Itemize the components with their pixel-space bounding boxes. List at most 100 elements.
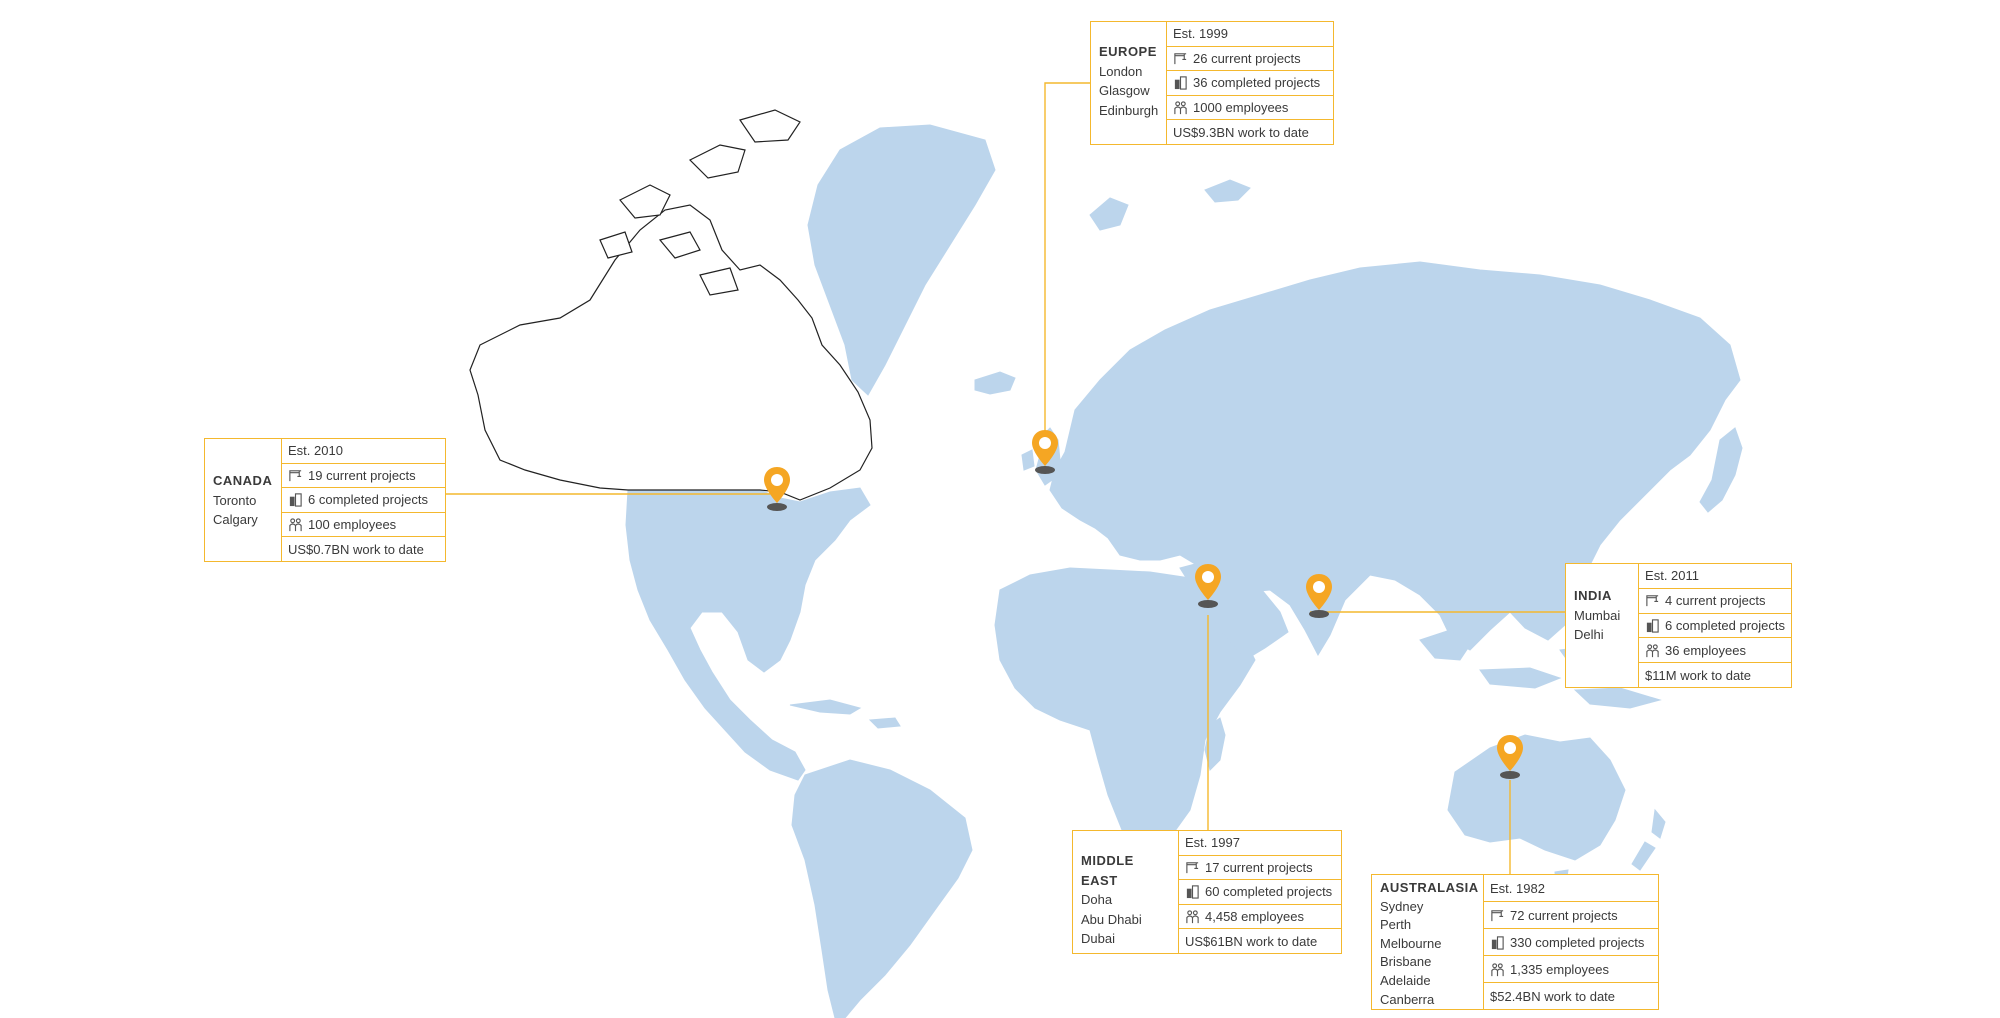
region-name: AUSTRALASIA	[1380, 880, 1479, 895]
work-to-date-row: US$61BN work to date	[1179, 929, 1341, 953]
city-label: Calgary	[213, 512, 258, 527]
new-zealand-landmass	[1631, 808, 1666, 871]
employees-label: 100 employees	[308, 517, 397, 533]
employees-label: 4,458 employees	[1205, 909, 1305, 925]
buildings-icon	[1186, 885, 1199, 900]
region-card-australasia: AUSTRALASIA Sydney Perth Melbourne Brisb…	[1371, 874, 1659, 1010]
people-icon	[1186, 910, 1199, 924]
map-pin-middle-east[interactable]	[1193, 562, 1223, 610]
iceland-landmass	[974, 371, 1016, 395]
employees-row: 100 employees	[282, 513, 445, 538]
region-card-india: INDIA Mumbai Delhi Est. 2011 4 current p…	[1565, 563, 1792, 688]
established-row: Est. 2010	[282, 439, 445, 464]
map-pin-india[interactable]	[1304, 572, 1334, 620]
work-to-date-label: US$61BN work to date	[1185, 933, 1318, 949]
region-cities: MIDDLE EAST Doha Abu Dhabi Dubai	[1073, 831, 1179, 953]
people-icon	[1491, 962, 1504, 976]
employees-row: 1000 employees	[1167, 96, 1333, 121]
current-projects-row: 17 current projects	[1179, 856, 1341, 881]
region-card-canada: CANADA Toronto Calgary Est. 2010 19 curr…	[204, 438, 446, 562]
region-cities: AUSTRALASIA Sydney Perth Melbourne Brisb…	[1372, 875, 1484, 1009]
city-label: Brisbane	[1380, 954, 1432, 970]
region-stats: Est. 1999 26 current projects 36 complet…	[1167, 22, 1333, 144]
crane-icon	[1646, 595, 1659, 607]
current-projects-label: 19 current projects	[308, 467, 416, 483]
crane-icon	[1186, 862, 1199, 874]
city-label: Glasgow	[1099, 83, 1150, 98]
employees-label: 1,335 employees	[1510, 961, 1610, 977]
completed-projects-row: 60 completed projects	[1179, 880, 1341, 905]
city-label: Dubai	[1081, 931, 1115, 946]
work-to-date-row: $11M work to date	[1639, 663, 1791, 687]
madagascar-landmass	[1204, 717, 1226, 771]
current-projects-label: 72 current projects	[1510, 907, 1618, 923]
completed-projects-label: 36 completed projects	[1193, 75, 1321, 91]
city-label: Doha	[1081, 892, 1113, 907]
buildings-icon	[1646, 619, 1659, 633]
australia-landmass	[1447, 734, 1626, 861]
region-card-europe: EUROPE London Glasgow Edinburgh Est. 199…	[1090, 21, 1334, 145]
completed-projects-row: 6 completed projects	[1639, 614, 1791, 639]
established-label: Est. 1997	[1185, 835, 1240, 851]
south-america-landmass	[791, 759, 973, 1018]
work-to-date-label: $11M work to date	[1645, 667, 1752, 683]
people-icon	[1174, 101, 1187, 115]
map-pin-canada[interactable]	[762, 465, 792, 513]
established-row: Est. 1982	[1484, 875, 1658, 902]
city-label: Canberra	[1380, 991, 1435, 1007]
region-stats: Est. 1997 17 current projects 60 complet…	[1179, 831, 1341, 953]
established-label: Est. 2010	[288, 443, 343, 459]
crane-icon	[289, 470, 302, 482]
city-label: Delhi	[1574, 627, 1604, 642]
region-name: MIDDLE EAST	[1081, 853, 1134, 888]
region-cities: EUROPE London Glasgow Edinburgh	[1091, 22, 1167, 144]
established-row: Est. 1997	[1179, 831, 1341, 856]
work-to-date-row: $52.4BN work to date	[1484, 983, 1658, 1009]
work-to-date-row: US$9.3BN work to date	[1167, 120, 1333, 144]
established-row: Est. 1999	[1167, 22, 1333, 47]
current-projects-row: 19 current projects	[282, 464, 445, 489]
buildings-icon	[289, 493, 302, 508]
region-stats: Est. 1982 72 current projects 330 comple…	[1484, 875, 1658, 1009]
city-label: Melbourne	[1380, 935, 1442, 951]
buildings-icon	[1174, 76, 1187, 91]
work-to-date-label: $52.4BN work to date	[1490, 988, 1616, 1004]
city-label: Sydney	[1380, 898, 1424, 914]
current-projects-row: 26 current projects	[1167, 47, 1333, 72]
city-label: Toronto	[213, 492, 257, 508]
canada-arctic-islands	[599, 109, 801, 296]
employees-row: 4,458 employees	[1179, 905, 1341, 930]
crane-icon	[1491, 909, 1504, 921]
crane-icon	[1174, 53, 1187, 65]
city-label: Perth	[1380, 917, 1412, 933]
region-cities: INDIA Mumbai Delhi	[1566, 564, 1640, 687]
city-label: Edinburgh	[1099, 102, 1159, 118]
current-projects-row: 4 current projects	[1639, 589, 1791, 614]
canada-landmass	[469, 204, 873, 501]
region-name: INDIA	[1574, 588, 1612, 603]
buildings-icon	[1491, 935, 1504, 950]
completed-projects-label: 60 completed projects	[1205, 884, 1333, 900]
work-to-date-label: US$9.3BN work to date	[1173, 124, 1309, 140]
established-label: Est. 2011	[1645, 568, 1700, 584]
arctic-islands	[1089, 179, 1251, 231]
completed-projects-label: 6 completed projects	[1665, 617, 1785, 633]
region-stats: Est. 2011 4 current projects 6 completed…	[1639, 564, 1791, 687]
map-pin-europe[interactable]	[1030, 428, 1060, 476]
work-to-date-label: US$0.7BN work to date	[288, 541, 424, 557]
employees-label: 1000 employees	[1193, 100, 1289, 116]
usa-central-america-landmass	[625, 487, 871, 781]
established-label: Est. 1982	[1490, 880, 1545, 896]
caribbean-islands	[789, 699, 901, 729]
japan-landmass	[1699, 427, 1743, 513]
map-pin-australasia[interactable]	[1495, 733, 1525, 781]
current-projects-label: 4 current projects	[1665, 593, 1766, 609]
city-label: Mumbai	[1574, 607, 1621, 623]
region-name: CANADA	[213, 473, 273, 488]
greenland-landmass	[807, 124, 996, 396]
people-icon	[289, 518, 302, 532]
completed-projects-label: 6 completed projects	[308, 492, 428, 508]
completed-projects-label: 330 completed projects	[1510, 934, 1645, 950]
people-icon	[1646, 644, 1659, 657]
africa-landmass	[994, 567, 1256, 849]
